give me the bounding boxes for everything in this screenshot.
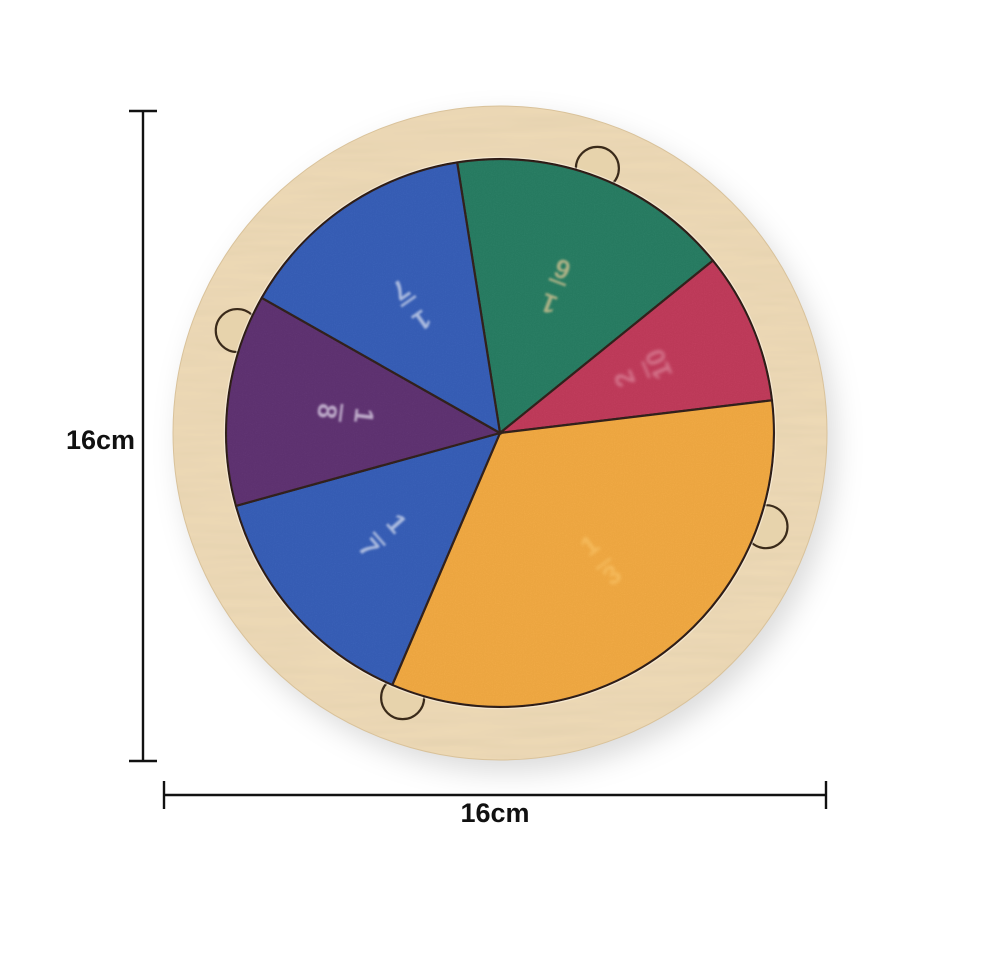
svg-text:16cm: 16cm — [460, 798, 529, 828]
svg-text:16cm: 16cm — [66, 425, 135, 455]
